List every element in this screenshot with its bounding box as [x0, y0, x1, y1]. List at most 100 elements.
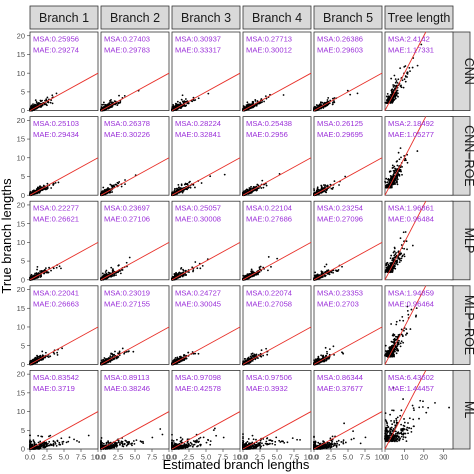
data-point [328, 102, 331, 105]
data-point [385, 186, 388, 188]
data-point [47, 100, 50, 103]
data-point [325, 104, 328, 106]
data-point [255, 104, 258, 107]
data-point [331, 97, 334, 100]
data-point [36, 268, 38, 271]
data-point [396, 180, 398, 182]
column-strip [313, 5, 383, 30]
data-point [264, 95, 267, 98]
data-point [109, 101, 112, 103]
data-point [48, 266, 50, 269]
y-tick-label: 0 [21, 106, 25, 115]
msa-annotation: MSA:2.4142 [388, 35, 430, 44]
column-strip-label: Tree length [388, 11, 451, 25]
data-point [119, 272, 122, 275]
column-strip [384, 5, 454, 30]
data-point [119, 101, 122, 104]
data-point [55, 266, 58, 269]
data-point [100, 276, 103, 279]
scatter-panel [171, 31, 241, 111]
scatter-panel [100, 116, 170, 196]
data-point [54, 181, 57, 184]
data-point [100, 107, 103, 110]
data-point [263, 100, 265, 103]
data-point [262, 186, 265, 189]
data-point [409, 70, 411, 73]
y-tick-label: 15 [17, 50, 25, 59]
data-point [36, 103, 39, 106]
data-point [396, 183, 399, 186]
data-point [175, 105, 178, 108]
data-point [46, 187, 49, 190]
data-point [118, 94, 120, 97]
data-point [112, 274, 115, 277]
data-point [349, 93, 352, 96]
column-strip-label: Branch 5 [323, 11, 373, 25]
data-point [179, 102, 182, 104]
reference-line [100, 72, 170, 111]
mae-annotation: MAE:0.2956 [246, 130, 288, 139]
data-point [107, 187, 109, 189]
data-point [318, 103, 321, 106]
data-point [405, 159, 407, 162]
data-point [50, 187, 53, 189]
data-point [30, 105, 32, 108]
mae-annotation: MAE:0.30226 [104, 130, 150, 139]
data-point [187, 102, 190, 104]
data-point [60, 267, 62, 270]
data-point [394, 182, 396, 184]
data-point [320, 101, 322, 103]
data-point [55, 92, 58, 95]
data-point [393, 178, 396, 181]
data-point [180, 98, 183, 101]
data-point [182, 269, 185, 272]
data-point [395, 91, 397, 94]
data-point [394, 168, 397, 171]
data-point [34, 99, 37, 102]
data-point [193, 99, 196, 102]
scatter-panel [242, 116, 312, 196]
data-point [396, 181, 398, 184]
data-point [322, 107, 325, 109]
data-point [404, 80, 407, 83]
data-point [117, 101, 120, 104]
data-point [392, 166, 395, 169]
data-point [184, 100, 187, 103]
data-point [396, 82, 399, 84]
data-point [317, 188, 320, 191]
data-point [189, 186, 192, 189]
data-point [401, 79, 404, 82]
data-point [243, 105, 245, 108]
data-point [398, 158, 401, 161]
data-point [185, 274, 187, 277]
data-point [40, 269, 43, 272]
data-point [101, 190, 104, 193]
data-point [38, 102, 41, 105]
data-point [261, 101, 263, 104]
column-strip [100, 5, 170, 30]
data-point [105, 269, 108, 272]
data-point [51, 102, 54, 105]
data-point [392, 181, 395, 184]
mae-annotation: MAE:0.33317 [175, 46, 221, 55]
msa-annotation: MSA:0.26386 [317, 35, 363, 44]
data-point [388, 178, 391, 181]
data-point [387, 178, 389, 181]
data-point [43, 272, 45, 275]
data-point [391, 164, 394, 167]
msa-annotation: MSA:0.26378 [104, 119, 150, 128]
data-point [103, 103, 105, 106]
data-point [392, 99, 395, 101]
data-point [394, 97, 397, 100]
column-strip-label: Branch 2 [110, 11, 160, 25]
data-point [254, 100, 257, 102]
data-point [391, 92, 394, 95]
data-point [252, 102, 255, 104]
data-point [128, 256, 131, 259]
data-point [36, 265, 39, 268]
data-point [394, 87, 397, 89]
data-point [184, 182, 187, 185]
msa-annotation: MSA:0.28224 [175, 119, 221, 128]
msa-annotation: MSA:2.18492 [388, 119, 434, 128]
data-point [403, 78, 406, 81]
